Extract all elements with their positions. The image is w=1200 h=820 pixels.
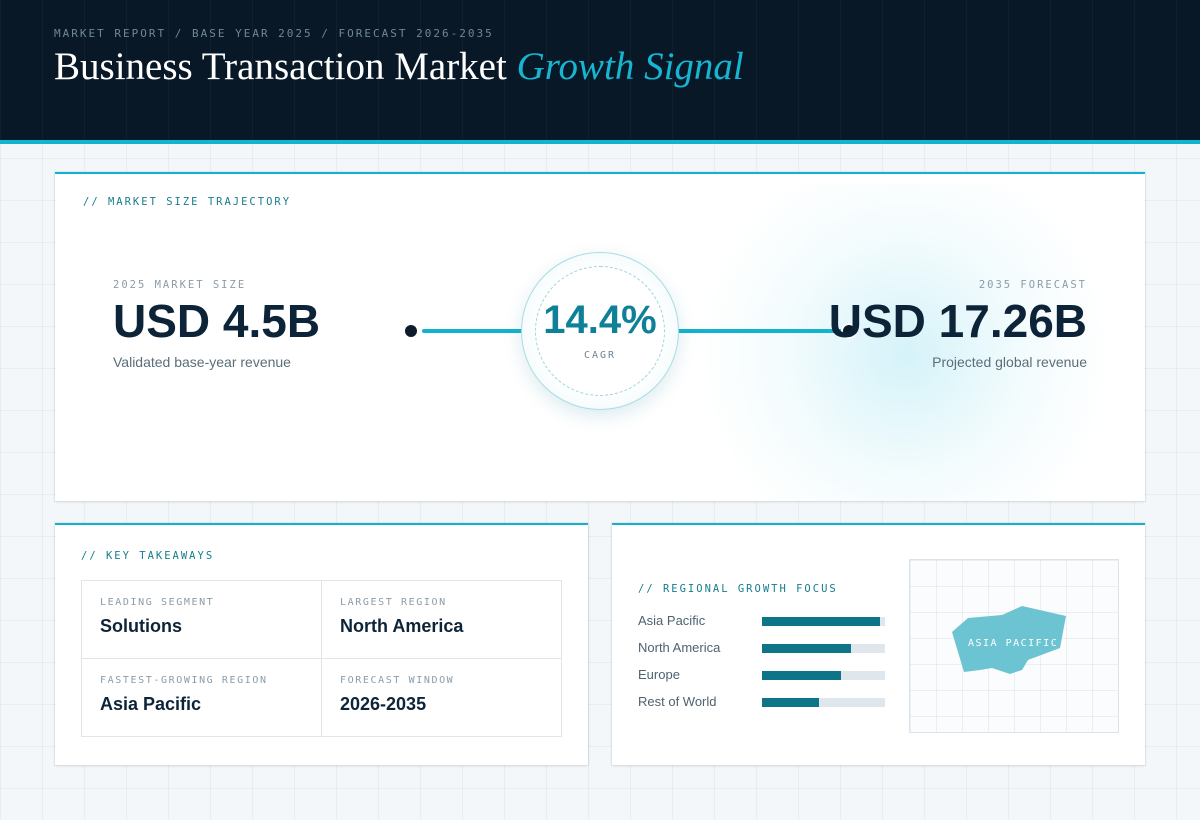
start-stat-note: Validated base-year revenue [113,354,291,370]
region-bar-row: Rest of World [638,692,888,712]
takeaway-value: Solutions [100,616,182,636]
region-bar-row: Europe [638,665,888,685]
region-name: Europe [638,667,680,682]
takeaway-value: Asia Pacific [100,694,202,714]
region-bar-fill [762,698,819,707]
map-region-label: ASIA PACIFIC [968,638,1059,649]
takeaway-value: 2026-2035 [340,694,427,714]
start-stat-label: 2025 MARKET SIZE [113,279,247,291]
takeaway-label: LEADING SEGMENT [100,597,215,608]
region-bar-row: North America [638,638,888,658]
takeaways-section-label: // KEY TAKEAWAYS [81,550,215,562]
cagr-value: 14.4% [543,298,657,342]
title-accent: Growth Signal [516,45,744,88]
regional-section-label: // REGIONAL GROWTH FOCUS [638,583,838,595]
end-stat-note: Projected global revenue [932,354,1087,370]
trajectory-end-dot [841,323,857,339]
end-stat-value: USD 17.26B [828,295,1087,347]
report-header: MARKET REPORT / BASE YEAR 2025 / FORECAS… [0,0,1200,144]
region-bar-track [762,698,885,707]
trajectory-start-dot [403,323,419,339]
background-glow [695,184,1115,501]
report-eyebrow: MARKET REPORT / BASE YEAR 2025 / FORECAS… [54,27,494,40]
regional-growth-card: // REGIONAL GROWTH FOCUS Asia Pacific No… [612,523,1145,765]
region-bar-row: Asia Pacific [638,611,888,631]
cagr-inner-ring [535,266,665,396]
cagr-label: CAGR [583,350,617,361]
takeaway-fastest-growing-region: FASTEST-GROWING REGION Asia Pacific [82,659,322,737]
key-takeaways-card: // KEY TAKEAWAYS LEADING SEGMENT Solutio… [55,523,588,765]
takeaway-value: North America [340,616,464,636]
page-title: Business Transaction Market Growth Signa… [54,44,744,89]
region-bar-fill [762,671,841,680]
takeaway-label: LARGEST REGION [340,597,447,608]
region-bar-fill [762,617,881,626]
region-map: ASIA PACIFIC [909,559,1119,733]
trajectory-section-label: // MARKET SIZE TRAJECTORY [83,196,292,208]
takeaways-grid: LEADING SEGMENT Solutions LARGEST REGION… [81,580,562,737]
asia-pacific-map-shape [952,606,1066,674]
title-main: Business Transaction Market [54,45,507,88]
region-bar-fill [762,644,851,653]
end-stat-label: 2035 FORECAST [978,279,1087,291]
region-name: North America [638,640,721,655]
cagr-ring: 14.4% CAGR [521,252,679,410]
takeaway-forecast-window: FORECAST WINDOW 2026-2035 [322,659,562,737]
takeaway-leading-segment: LEADING SEGMENT Solutions [82,581,322,659]
market-size-trajectory-card: // MARKET SIZE TRAJECTORY 2025 MARKET SI… [55,172,1145,501]
region-name: Rest of World [638,694,717,709]
takeaway-label: FORECAST WINDOW [340,675,455,686]
takeaway-largest-region: LARGEST REGION North America [322,581,562,659]
region-name: Asia Pacific [638,613,706,628]
region-bar-track [762,644,885,653]
takeaway-label: FASTEST-GROWING REGION [100,675,268,686]
region-bar-track [762,671,885,680]
region-bar-track [762,617,885,626]
start-stat-value: USD 4.5B [113,295,321,347]
